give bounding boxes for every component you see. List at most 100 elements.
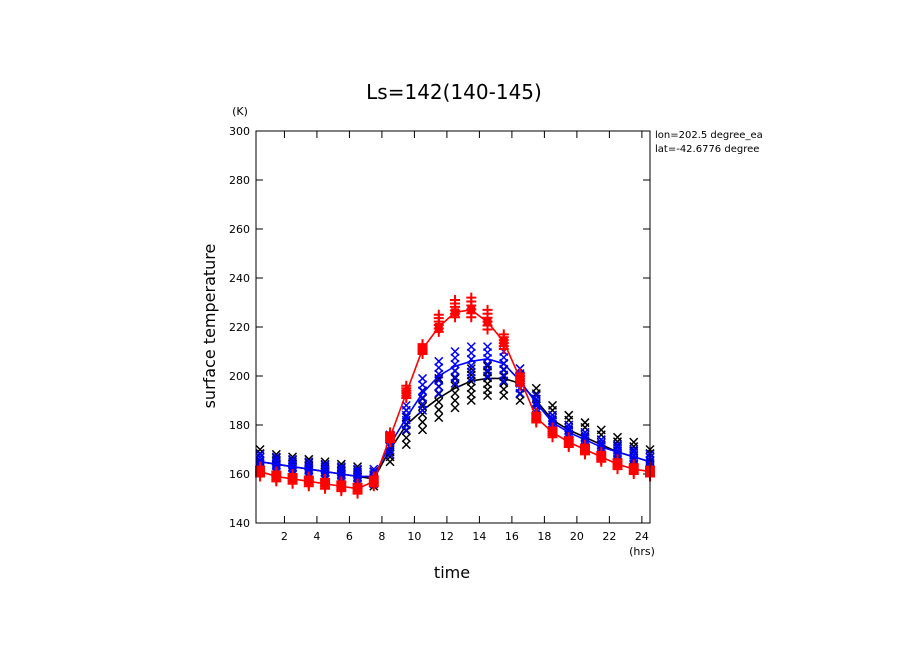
y-tick-label: 260 — [229, 223, 250, 236]
scatter-point — [255, 449, 265, 459]
x-tick-label: 12 — [440, 530, 454, 543]
scatter-point — [450, 381, 460, 391]
x-tick-label: 16 — [505, 530, 519, 543]
scatter-point — [612, 443, 623, 453]
scatter-point — [547, 413, 558, 423]
scatter-point — [353, 464, 363, 474]
scatter-point — [271, 452, 281, 462]
x-tick-label: 20 — [570, 530, 584, 543]
mean-point — [548, 428, 557, 437]
scatter-point — [531, 383, 541, 393]
x-tick-label: 14 — [472, 530, 486, 543]
scatter-point — [482, 342, 493, 352]
scatter-point — [450, 403, 460, 413]
series-layer — [255, 292, 655, 499]
plot-frame — [255, 130, 651, 524]
x-tick-label: 18 — [537, 530, 551, 543]
mean-point — [564, 438, 573, 447]
mean-point — [483, 318, 492, 327]
scatter-point — [564, 410, 574, 420]
scatter-point — [612, 441, 623, 451]
mean-point — [272, 472, 281, 481]
y-axis-label: surface temperature — [200, 244, 219, 409]
mean-point — [304, 477, 313, 486]
scatter-point — [450, 295, 461, 306]
scatter-point — [288, 457, 298, 467]
scatter-point — [434, 356, 444, 366]
mean-point — [451, 308, 460, 317]
mean-point — [321, 479, 330, 488]
scatter-point — [336, 462, 346, 472]
scatter-point — [612, 432, 623, 442]
scatter-point — [547, 400, 558, 410]
mean-point — [369, 477, 378, 486]
scatter-point — [433, 309, 444, 320]
mean-point — [434, 323, 443, 331]
scatter-point — [498, 329, 509, 340]
scatter-point — [288, 454, 298, 464]
scatter-point — [418, 409, 428, 419]
y-tick-label: 160 — [229, 468, 250, 481]
scatter-point — [466, 342, 476, 352]
scatter-point — [596, 425, 606, 435]
scatter-point — [418, 425, 428, 435]
mean-point — [256, 467, 265, 476]
scatter-point — [320, 459, 330, 469]
scatter-point — [466, 364, 476, 374]
mean-point — [288, 474, 297, 483]
x-unit-label: (hrs) — [629, 545, 655, 558]
scatter-point — [271, 455, 281, 465]
y-tick-label: 140 — [229, 517, 250, 530]
scatter-point — [434, 405, 444, 415]
scatter-point — [385, 445, 395, 456]
mean-point — [418, 345, 427, 354]
x-tick-label: 2 — [281, 530, 288, 543]
series-line — [259, 309, 651, 490]
y-tick-label: 180 — [229, 419, 250, 432]
y-unit-label: (K) — [232, 105, 248, 118]
annotation-lon: lon=202.5 degree_ea — [655, 130, 763, 141]
scatter-point — [531, 394, 541, 404]
x-tick-label: 8 — [378, 530, 385, 543]
scatter-point — [385, 449, 395, 459]
mean-point — [597, 452, 606, 461]
scatter-point — [353, 467, 363, 477]
y-tick-label: 200 — [229, 370, 250, 383]
x-tick-label: 10 — [407, 530, 421, 543]
scatter-point — [401, 440, 411, 450]
scatter-point — [629, 437, 639, 447]
scatter-point — [629, 444, 639, 455]
scatter-point — [434, 413, 444, 423]
mean-point — [386, 433, 395, 442]
annotation-lat: lat=-42.6776 degree — [655, 144, 759, 155]
y-tick-label: 300 — [229, 125, 250, 138]
scatter-point — [580, 418, 590, 428]
scatter-point — [531, 401, 541, 411]
x-tick-label: 22 — [602, 530, 616, 543]
mean-point — [532, 413, 541, 422]
scatter-point — [401, 400, 411, 410]
mean-point — [629, 465, 638, 474]
scatter-point — [304, 457, 314, 467]
x-tick-label: 24 — [635, 530, 649, 543]
mean-point — [613, 460, 622, 469]
x-tick-label: 4 — [313, 530, 320, 543]
scatter-point — [255, 452, 265, 462]
series-2 — [255, 292, 655, 499]
scatter-point — [320, 462, 330, 472]
y-tick-label: 240 — [229, 272, 250, 285]
mean-point — [337, 482, 346, 491]
mean-point — [516, 374, 525, 383]
chart-title: Ls=142(140-145) — [366, 80, 542, 104]
scatter-point — [336, 465, 346, 475]
scatter-point — [629, 446, 639, 456]
scatter-point — [418, 373, 428, 383]
mean-point — [499, 337, 508, 346]
scatter-point — [401, 433, 411, 443]
y-tick-label: 280 — [229, 174, 250, 187]
scatter-point — [418, 417, 428, 427]
scatter-point — [304, 460, 314, 470]
mean-point — [402, 389, 411, 398]
